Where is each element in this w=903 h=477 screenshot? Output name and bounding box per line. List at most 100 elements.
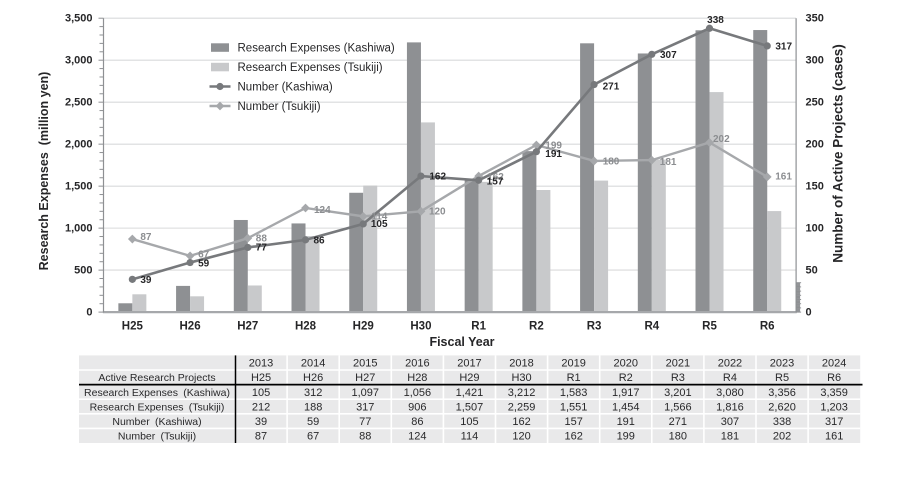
svg-text:H27: H27 [237,321,258,333]
svg-text:120: 120 [429,207,446,218]
svg-text:R6: R6 [827,372,841,384]
svg-text:1,507: 1,507 [456,401,484,413]
svg-text:2019: 2019 [561,358,585,370]
svg-text:3,080: 3,080 [716,387,744,399]
svg-text:1,917: 1,917 [612,387,640,399]
svg-text:88: 88 [256,233,268,244]
svg-text:Number (Tsukiji): Number (Tsukiji) [118,431,196,443]
svg-text:312: 312 [304,387,322,399]
svg-text:67: 67 [198,250,210,261]
svg-text:H28: H28 [407,372,427,384]
svg-text:3,000: 3,000 [65,54,93,66]
svg-text:3,356: 3,356 [768,387,796,399]
svg-text:H28: H28 [295,321,317,333]
svg-text:307: 307 [660,50,677,61]
svg-text:R1: R1 [567,372,581,384]
svg-text:202: 202 [773,431,791,443]
svg-text:3,359: 3,359 [820,387,848,399]
svg-text:1,056: 1,056 [404,387,432,399]
svg-text:250: 250 [806,96,824,108]
svg-text:Research Expenses (Tsukiji): Research Expenses (Tsukiji) [90,401,225,413]
svg-text:350: 350 [806,13,824,25]
svg-text:39: 39 [140,275,152,286]
svg-text:2,620: 2,620 [768,401,796,413]
svg-text:180: 180 [603,157,620,168]
svg-text:1,421: 1,421 [456,387,484,399]
svg-text:2022: 2022 [718,358,742,370]
svg-text:114: 114 [461,431,479,443]
svg-text:1,097: 1,097 [351,387,379,399]
svg-text:212: 212 [252,401,270,413]
svg-text:2021: 2021 [666,358,690,370]
svg-text:161: 161 [775,172,792,183]
svg-text:162: 162 [429,171,446,182]
svg-text:191: 191 [545,149,562,160]
svg-text:2,500: 2,500 [65,96,93,108]
svg-text:1,500: 1,500 [65,180,93,192]
svg-text:R3: R3 [587,321,602,333]
svg-text:199: 199 [545,140,562,151]
svg-text:0: 0 [86,306,92,318]
svg-text:H30: H30 [410,321,431,333]
svg-text:Number (Kashiwa): Number (Kashiwa) [238,82,333,94]
svg-text:R3: R3 [671,372,685,384]
svg-text:H29: H29 [353,321,374,333]
svg-text:150: 150 [806,180,824,192]
svg-text:162: 162 [487,172,504,183]
svg-text:157: 157 [564,416,582,428]
svg-text:R4: R4 [644,321,659,333]
svg-text:Research Expenses (Kashiwa): Research Expenses (Kashiwa) [84,387,230,399]
svg-text:2017: 2017 [457,358,481,370]
svg-text:271: 271 [603,82,620,93]
svg-text:Research Expenses (Kashiwa): Research Expenses (Kashiwa) [238,43,395,55]
svg-text:R2: R2 [529,321,544,333]
svg-text:R5: R5 [702,321,717,333]
svg-text:39: 39 [255,416,267,428]
svg-text:2,259: 2,259 [508,401,536,413]
svg-text:H29: H29 [459,372,479,384]
svg-text:906: 906 [408,401,426,413]
svg-text:338: 338 [707,15,724,26]
svg-text:181: 181 [660,157,677,168]
svg-text:1,000: 1,000 [65,222,93,234]
svg-text:105: 105 [371,219,388,230]
svg-text:200: 200 [806,138,824,150]
svg-text:Research Expenses (Tsukiji): Research Expenses (Tsukiji) [238,62,383,74]
svg-text:86: 86 [411,416,423,428]
svg-text:114: 114 [371,212,388,223]
svg-text:2014: 2014 [301,358,325,370]
svg-text:3,201: 3,201 [664,387,692,399]
svg-text:Research Expenses (million ye: Research Expenses (million yen) [37,72,51,271]
svg-text:87: 87 [140,232,152,243]
svg-text:180: 180 [669,431,687,443]
svg-text:105: 105 [460,416,478,428]
svg-text:188: 188 [304,401,322,413]
svg-text:100: 100 [806,222,824,234]
svg-text:R6: R6 [760,321,775,333]
svg-text:162: 162 [564,431,582,443]
svg-text:124: 124 [314,205,331,216]
svg-text:Number (Tsukiji): Number (Tsukiji) [238,101,321,113]
svg-text:1,583: 1,583 [560,387,588,399]
svg-text:2013: 2013 [249,358,273,370]
svg-text:77: 77 [359,416,371,428]
svg-text:300: 300 [806,54,824,66]
svg-text:105: 105 [252,387,270,399]
svg-text:181: 181 [721,431,739,443]
svg-text:R1: R1 [471,321,486,333]
svg-text:2016: 2016 [405,358,429,370]
svg-text:50: 50 [806,264,818,276]
svg-text:H27: H27 [355,372,375,384]
svg-text:Active Research Projects: Active Research Projects [98,372,215,384]
svg-text:H25: H25 [122,321,144,333]
svg-text:88: 88 [359,431,371,443]
svg-text:R2: R2 [619,372,633,384]
svg-text:1,203: 1,203 [820,401,848,413]
svg-text:R5: R5 [775,372,789,384]
svg-text:Number (Kashiwa): Number (Kashiwa) [112,416,201,428]
svg-text:338: 338 [773,416,791,428]
svg-text:1,551: 1,551 [560,401,588,413]
svg-text:199: 199 [617,431,635,443]
svg-text:0: 0 [806,306,812,318]
svg-text:H26: H26 [180,321,201,333]
